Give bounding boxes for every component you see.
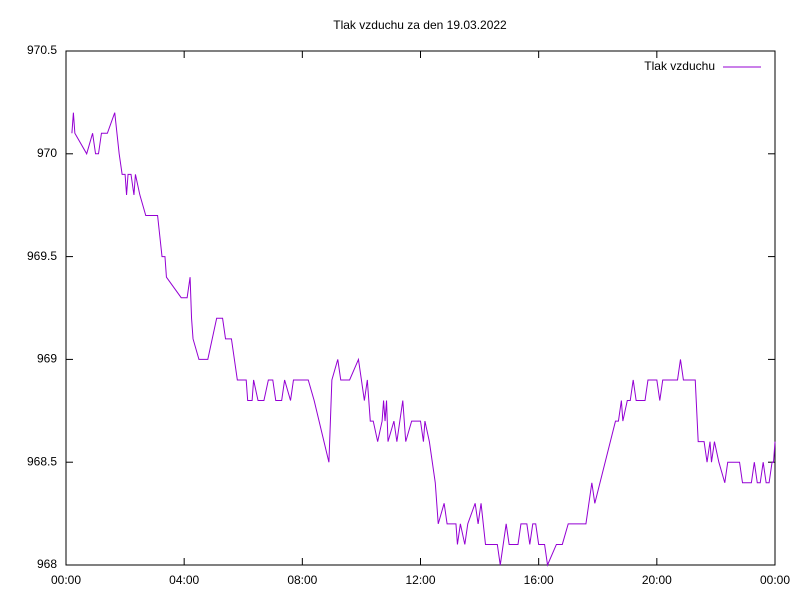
y-tick-label: 970.5 (27, 43, 57, 57)
x-tick-label: 08:00 (287, 573, 317, 587)
x-tick-label: 16:00 (524, 573, 554, 587)
y-tick-label: 969 (37, 352, 57, 366)
y-tick-label: 970 (37, 146, 57, 160)
y-tick-label: 969.5 (27, 249, 57, 263)
x-tick-label: 00:00 (760, 573, 790, 587)
chart-title: Tlak vzduchu za den 19.03.2022 (333, 18, 507, 32)
line-series (71, 112, 776, 567)
x-tick-label: 04:00 (169, 573, 199, 587)
y-tick-label: 968.5 (27, 454, 57, 468)
legend-label: Tlak vzduchu (644, 59, 715, 73)
plot-frame (65, 50, 776, 566)
x-tick-label: 20:00 (642, 573, 672, 587)
x-tick-label: 00:00 (51, 573, 81, 587)
y-tick-label: 968 (37, 557, 57, 571)
x-tick-label: 12:00 (405, 573, 435, 587)
